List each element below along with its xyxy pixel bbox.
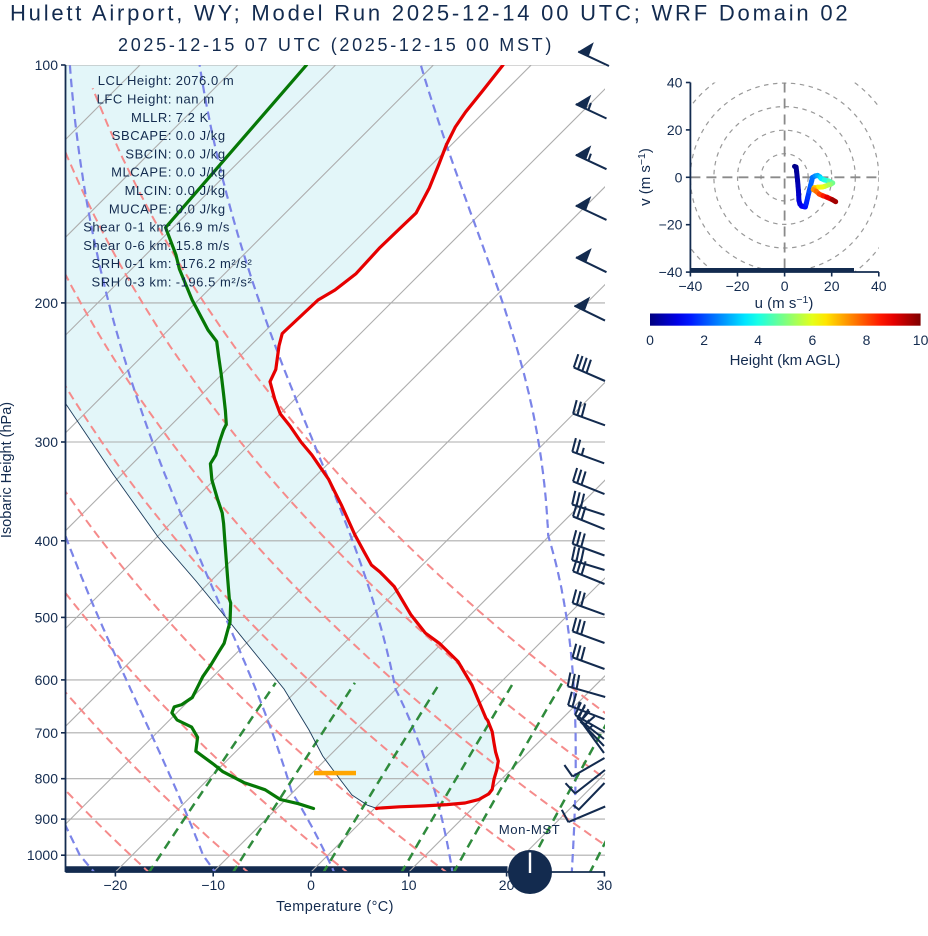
svg-text:Temperature (°C): Temperature (°C) — [276, 899, 394, 915]
svg-text:−20: −20 — [104, 877, 128, 893]
svg-text:0: 0 — [675, 169, 683, 185]
svg-text:0.0 J/kg: 0.0 J/kg — [176, 165, 226, 180]
svg-text:SRH 0-3 km:: SRH 0-3 km: — [92, 275, 172, 290]
svg-text:SBCIN:: SBCIN: — [125, 146, 172, 161]
svg-text:500: 500 — [35, 609, 59, 625]
svg-text:10: 10 — [913, 332, 928, 348]
svg-text:200: 200 — [35, 295, 59, 311]
svg-text:20: 20 — [824, 278, 840, 294]
svg-text:Isobaric Height (hPa): Isobaric Height (hPa) — [0, 402, 15, 538]
svg-text:SRH 0-1 km:: SRH 0-1 km: — [92, 256, 172, 271]
svg-text:−40: −40 — [679, 278, 703, 294]
svg-text:LFC Height:: LFC Height: — [97, 92, 172, 107]
svg-text:0: 0 — [307, 877, 315, 893]
svg-text:0.0 J/kg: 0.0 J/kg — [176, 146, 226, 161]
svg-text:1000: 1000 — [27, 847, 58, 863]
svg-text:Hulett Airport, WY; Model Run: Hulett Airport, WY; Model Run 2025-12-14… — [10, 1, 850, 26]
svg-text:Shear 0-1 km:: Shear 0-1 km: — [83, 220, 172, 235]
svg-text:900: 900 — [35, 811, 59, 827]
svg-text:40: 40 — [667, 75, 683, 91]
svg-text:MLCIN:: MLCIN: — [125, 183, 172, 198]
svg-text:10: 10 — [401, 877, 417, 893]
svg-text:-196.5 m²/s²: -196.5 m²/s² — [176, 275, 253, 290]
svg-text:−20: −20 — [726, 278, 750, 294]
svg-text:MLCAPE:: MLCAPE: — [111, 165, 172, 180]
svg-text:2025-12-15 07 UTC (2025-12-15: 2025-12-15 07 UTC (2025-12-15 00 MST) — [118, 35, 554, 55]
svg-text:0.0 J/kg: 0.0 J/kg — [176, 128, 226, 143]
svg-text:−10: −10 — [201, 877, 225, 893]
svg-text:700: 700 — [35, 725, 59, 741]
svg-text:600: 600 — [35, 672, 59, 688]
svg-text:800: 800 — [35, 771, 59, 787]
svg-text:Shear 0-6 km:: Shear 0-6 km: — [83, 238, 172, 253]
svg-text:16.9 m/s: 16.9 m/s — [176, 220, 230, 235]
svg-text:SBCAPE:: SBCAPE: — [112, 128, 172, 143]
svg-text:300: 300 — [35, 434, 59, 450]
svg-text:4: 4 — [754, 332, 762, 348]
svg-text:0.0 J/kg: 0.0 J/kg — [176, 201, 226, 216]
svg-text:0: 0 — [781, 278, 789, 294]
svg-text:LCL Height:: LCL Height: — [98, 73, 172, 88]
svg-text:-176.2 m²/s²: -176.2 m²/s² — [176, 256, 253, 271]
svg-text:2: 2 — [700, 332, 708, 348]
svg-text:7.2 K: 7.2 K — [176, 110, 209, 125]
svg-text:Height (km AGL): Height (km AGL) — [730, 352, 841, 369]
svg-text:15.8 m/s: 15.8 m/s — [176, 238, 230, 253]
svg-text:Mon-MST: Mon-MST — [499, 822, 560, 837]
svg-text:6: 6 — [809, 332, 817, 348]
svg-text:30: 30 — [597, 877, 613, 893]
svg-text:8: 8 — [863, 332, 871, 348]
svg-text:−20: −20 — [659, 217, 683, 233]
svg-text:MUCAPE:: MUCAPE: — [109, 201, 172, 216]
svg-text:nan m: nan m — [176, 92, 215, 107]
svg-text:20: 20 — [667, 122, 683, 138]
svg-text:−40: −40 — [659, 264, 683, 280]
svg-text:2076.0 m: 2076.0 m — [176, 73, 235, 88]
svg-text:0.0 J/kg: 0.0 J/kg — [176, 183, 226, 198]
svg-text:0: 0 — [646, 332, 654, 348]
svg-text:MLLR:: MLLR: — [131, 110, 172, 125]
svg-text:100: 100 — [35, 57, 59, 73]
svg-text:40: 40 — [871, 278, 887, 294]
svg-text:400: 400 — [35, 533, 59, 549]
